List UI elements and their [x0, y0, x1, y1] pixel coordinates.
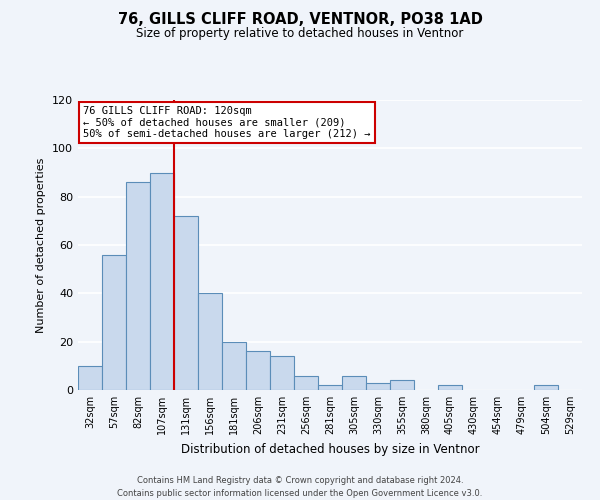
Bar	[438, 385, 462, 390]
Bar	[294, 376, 318, 390]
Bar	[150, 172, 174, 390]
Text: 76, GILLS CLIFF ROAD, VENTNOR, PO38 1AD: 76, GILLS CLIFF ROAD, VENTNOR, PO38 1AD	[118, 12, 482, 28]
Bar	[102, 254, 126, 390]
Bar	[342, 376, 366, 390]
Bar	[318, 385, 342, 390]
Text: Size of property relative to detached houses in Ventnor: Size of property relative to detached ho…	[136, 28, 464, 40]
Bar	[366, 383, 390, 390]
Bar	[390, 380, 414, 390]
Bar	[246, 352, 270, 390]
Bar	[198, 294, 222, 390]
X-axis label: Distribution of detached houses by size in Ventnor: Distribution of detached houses by size …	[181, 442, 479, 456]
Y-axis label: Number of detached properties: Number of detached properties	[37, 158, 46, 332]
Text: Contains HM Land Registry data © Crown copyright and database right 2024.
Contai: Contains HM Land Registry data © Crown c…	[118, 476, 482, 498]
Bar	[126, 182, 150, 390]
Bar	[534, 385, 558, 390]
Bar	[270, 356, 294, 390]
Bar	[222, 342, 246, 390]
Bar	[78, 366, 102, 390]
Text: 76 GILLS CLIFF ROAD: 120sqm
← 50% of detached houses are smaller (209)
50% of se: 76 GILLS CLIFF ROAD: 120sqm ← 50% of det…	[83, 106, 371, 139]
Bar	[174, 216, 198, 390]
